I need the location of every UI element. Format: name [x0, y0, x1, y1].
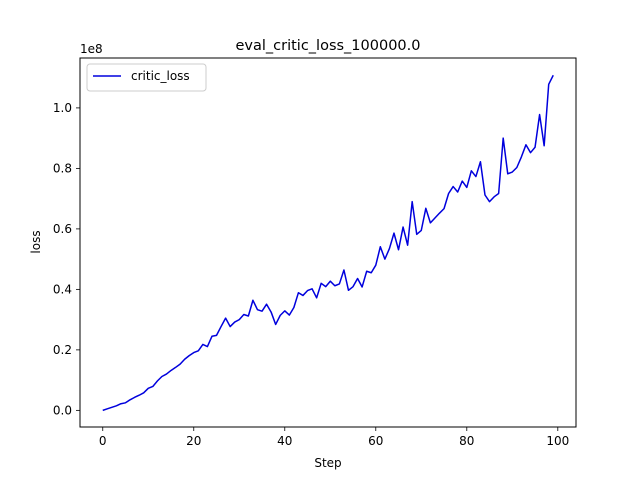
x-axis-ticks: 0 20 40 60 80 100	[99, 427, 569, 448]
legend-box	[86, 63, 207, 92]
y-tick-label: 0.4	[53, 282, 72, 296]
x-tick-label: 20	[186, 434, 201, 448]
y-axis-ticks: 0.0 0.2 0.4 0.6 0.8 1.0	[53, 101, 80, 417]
y-tick-label: 0.0	[53, 403, 72, 417]
x-tick-label: 80	[459, 434, 474, 448]
x-tick-label: 100	[546, 434, 569, 448]
series-layer	[102, 74, 554, 412]
y-tick-label: 0.6	[53, 222, 72, 236]
y-axis-label: loss	[29, 230, 43, 253]
x-tick-label: 60	[368, 434, 383, 448]
x-axis-label: Step	[314, 456, 341, 470]
chart-title: eval_critic_loss_100000.0	[235, 38, 420, 54]
plot-area-frame	[79, 57, 577, 428]
y-tick-label: 1.0	[53, 101, 72, 115]
y-tick-label: 0.8	[53, 161, 72, 175]
x-tick-label: 0	[99, 434, 107, 448]
legend-label-critic-loss: critic_loss	[131, 69, 190, 83]
x-tick-label: 40	[277, 434, 292, 448]
series-line-critic-loss	[102, 74, 554, 412]
y-tick-label: 0.2	[53, 343, 72, 357]
y-offset-label: 1e8	[80, 42, 103, 56]
legend: critic_loss	[86, 63, 207, 92]
